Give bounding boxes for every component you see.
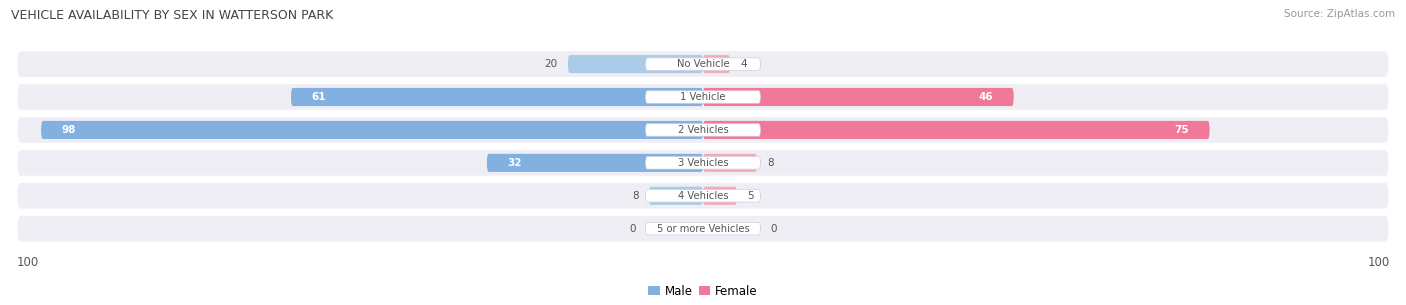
Text: 0: 0	[770, 224, 778, 234]
FancyBboxPatch shape	[17, 150, 1389, 176]
Text: 75: 75	[1174, 125, 1189, 135]
FancyBboxPatch shape	[650, 187, 703, 205]
Text: No Vehicle: No Vehicle	[676, 59, 730, 69]
Text: 61: 61	[311, 92, 326, 102]
Text: 46: 46	[979, 92, 994, 102]
Text: 4: 4	[740, 59, 747, 69]
FancyBboxPatch shape	[41, 121, 703, 139]
Legend: Male, Female: Male, Female	[644, 280, 762, 302]
FancyBboxPatch shape	[17, 183, 1389, 209]
Text: 5: 5	[747, 191, 754, 201]
FancyBboxPatch shape	[645, 91, 761, 103]
FancyBboxPatch shape	[645, 58, 761, 70]
FancyBboxPatch shape	[17, 117, 1389, 143]
Text: 4 Vehicles: 4 Vehicles	[678, 191, 728, 201]
FancyBboxPatch shape	[703, 187, 737, 205]
Text: 20: 20	[544, 59, 558, 69]
FancyBboxPatch shape	[486, 154, 703, 172]
Text: 1 Vehicle: 1 Vehicle	[681, 92, 725, 102]
FancyBboxPatch shape	[703, 121, 1209, 139]
FancyBboxPatch shape	[568, 55, 703, 73]
FancyBboxPatch shape	[291, 88, 703, 106]
Text: Source: ZipAtlas.com: Source: ZipAtlas.com	[1284, 9, 1395, 19]
FancyBboxPatch shape	[645, 189, 761, 202]
FancyBboxPatch shape	[17, 51, 1389, 77]
Text: 8: 8	[633, 191, 638, 201]
FancyBboxPatch shape	[645, 156, 761, 169]
Text: VEHICLE AVAILABILITY BY SEX IN WATTERSON PARK: VEHICLE AVAILABILITY BY SEX IN WATTERSON…	[11, 9, 333, 22]
Text: 0: 0	[628, 224, 636, 234]
FancyBboxPatch shape	[645, 124, 761, 136]
FancyBboxPatch shape	[703, 154, 756, 172]
FancyBboxPatch shape	[703, 88, 1014, 106]
FancyBboxPatch shape	[17, 84, 1389, 110]
Text: 5 or more Vehicles: 5 or more Vehicles	[657, 224, 749, 234]
FancyBboxPatch shape	[17, 216, 1389, 242]
Text: 8: 8	[768, 158, 773, 168]
Text: 32: 32	[508, 158, 522, 168]
FancyBboxPatch shape	[703, 55, 730, 73]
Text: 98: 98	[62, 125, 76, 135]
Text: 3 Vehicles: 3 Vehicles	[678, 158, 728, 168]
FancyBboxPatch shape	[645, 222, 761, 235]
Text: 2 Vehicles: 2 Vehicles	[678, 125, 728, 135]
